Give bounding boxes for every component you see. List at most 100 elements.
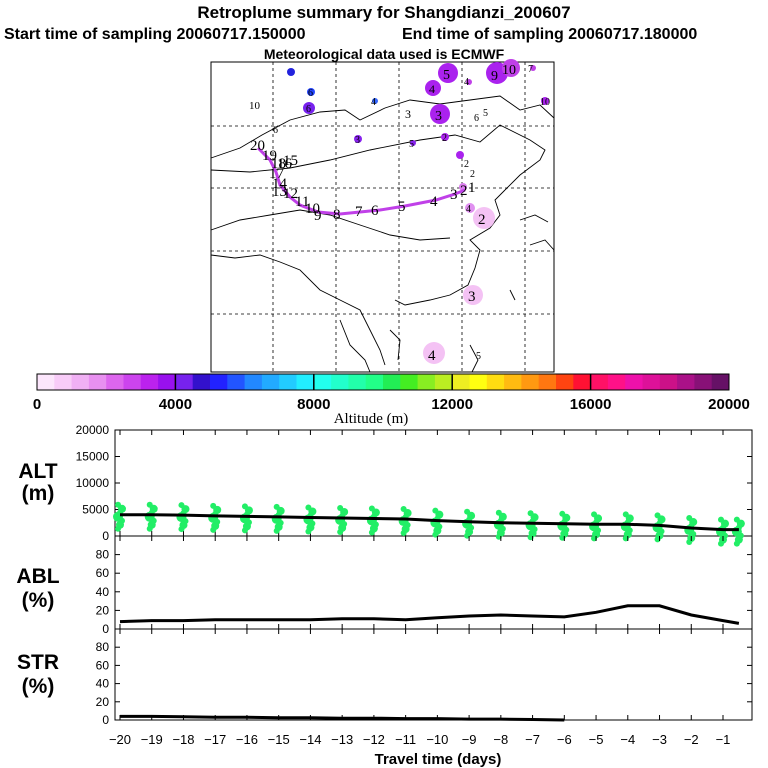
x-tick-label: −14: [299, 732, 321, 747]
colorbar-swatch: [573, 374, 592, 390]
altitude-point: [273, 503, 280, 510]
colorbar-swatch: [677, 374, 695, 390]
colorbar-swatch: [175, 374, 194, 390]
x-tick-label: −17: [204, 732, 226, 747]
colorbar-swatch: [711, 374, 730, 390]
x-tick-label: −13: [331, 732, 353, 747]
svg-text:5: 5: [476, 351, 481, 362]
met-data-label: Meteorological data used is ECMWF: [263, 46, 505, 62]
svg-text:4: 4: [466, 204, 471, 215]
svg-text:4: 4: [464, 77, 469, 88]
svg-text:10: 10: [305, 201, 320, 217]
colorbar-swatch: [158, 374, 176, 390]
x-tick-label: −4: [620, 732, 635, 747]
colorbar-swatch: [140, 374, 159, 390]
svg-text:8: 8: [333, 207, 341, 223]
colorbar-swatch: [642, 374, 661, 390]
x-tick-label: −16: [236, 732, 258, 747]
colorbar-swatch: [88, 374, 107, 390]
colorbar-swatch: [261, 374, 280, 390]
colorbar-swatch: [400, 374, 419, 390]
svg-text:2: 2: [470, 169, 475, 180]
trajectory-day-labels: 20 19 18 17 16 15 14 13 12 11 10 9 8 7 6…: [250, 138, 476, 224]
svg-text:2: 2: [464, 159, 469, 170]
colorbar-swatch: [486, 374, 505, 390]
colorbar-tick-label: 0: [33, 396, 41, 413]
x-tick-label: −7: [525, 732, 540, 747]
colorbar-swatch: [331, 374, 349, 390]
colorbar-swatch: [244, 374, 263, 390]
str-label: STR: [17, 651, 59, 674]
colorbar-swatch: [383, 374, 401, 390]
svg-text:14: 14: [272, 176, 288, 192]
svg-text:11: 11: [295, 194, 309, 210]
panel-labels: ALT (m) ABL (%) STR (%): [16, 460, 59, 698]
altitude-point: [559, 510, 566, 517]
colorbar-tick-label: 4000: [159, 396, 192, 413]
plume-points: [287, 59, 549, 364]
colorbar-swatch: [106, 374, 124, 390]
colorbar-swatch: [434, 374, 453, 390]
svg-text:10: 10: [249, 100, 261, 112]
colorbar-swatch: [607, 374, 626, 390]
x-tick-label: −12: [363, 732, 385, 747]
svg-text:4: 4: [428, 348, 436, 364]
colorbar-swatch: [313, 374, 332, 390]
end-time-label: End time of sampling 20060717.180000: [402, 26, 698, 43]
y-tick-label: 0: [102, 622, 109, 636]
y-tick-label: 60: [96, 658, 110, 672]
y-tick-label: 10000: [76, 476, 110, 490]
map-coastlines: [210, 95, 555, 373]
y-tick-label: 80: [96, 640, 110, 654]
svg-text:10: 10: [502, 63, 516, 78]
chart-title: Retroplume summary for Shangdianzi_20060…: [197, 3, 571, 22]
x-tick-label: −8: [493, 732, 508, 747]
alt-unit: (m): [22, 482, 55, 505]
y-tick-label: 20: [96, 695, 110, 709]
x-tick-label: −3: [652, 732, 667, 747]
altitude-point: [464, 508, 471, 515]
svg-text:19: 19: [262, 148, 277, 164]
altitude-point: [718, 516, 724, 523]
colorbar-swatch: [296, 374, 315, 390]
colorbar-swatch: [469, 374, 488, 390]
alt-label: ALT: [18, 460, 57, 483]
svg-text:2: 2: [442, 133, 447, 144]
x-tick-label: −2: [684, 732, 699, 747]
abl-panel-frame: [114, 535, 753, 630]
altitude-point: [210, 502, 217, 509]
x-tick-label: −11: [395, 732, 416, 747]
svg-text:2: 2: [478, 212, 486, 228]
altitude-point: [527, 510, 534, 517]
altitude-point: [622, 511, 629, 518]
y-tick-label: 0: [102, 713, 109, 727]
svg-text:5: 5: [443, 68, 450, 83]
svg-text:5: 5: [483, 108, 488, 119]
colorbar-swatch: [279, 374, 297, 390]
colorbar-tick-label: 16000: [570, 396, 612, 413]
svg-text:2: 2: [460, 183, 468, 199]
start-time-label: Start time of sampling 20060717.150000: [4, 26, 306, 43]
svg-text:3: 3: [405, 107, 411, 121]
colorbar-swatch: [71, 374, 90, 390]
colorbar-tick-label: 20000: [708, 396, 750, 413]
colorbar-swatch: [348, 374, 367, 390]
colorbar-swatch: [452, 374, 470, 390]
colorbar-swatch: [556, 374, 574, 390]
map-grid: [211, 62, 554, 372]
svg-text:6: 6: [371, 203, 379, 219]
svg-text:5: 5: [409, 139, 414, 150]
abl-label: ABL: [16, 565, 59, 588]
colorbar-tick-label: 12000: [431, 396, 473, 413]
svg-text:6: 6: [273, 125, 278, 136]
x-tick-label: −5: [589, 732, 604, 747]
colorbar-swatch: [538, 374, 557, 390]
y-tick-label: 0: [102, 529, 109, 543]
sampling-times: Start time of sampling 20060717.150000 E…: [0, 26, 768, 46]
svg-text:3: 3: [355, 135, 360, 146]
svg-text:13: 13: [272, 184, 287, 200]
y-tick-label: 60: [96, 566, 110, 580]
y-tick-label: 15000: [76, 450, 110, 464]
colorbar-swatch: [590, 374, 609, 390]
x-tick-label: −9: [462, 732, 477, 747]
